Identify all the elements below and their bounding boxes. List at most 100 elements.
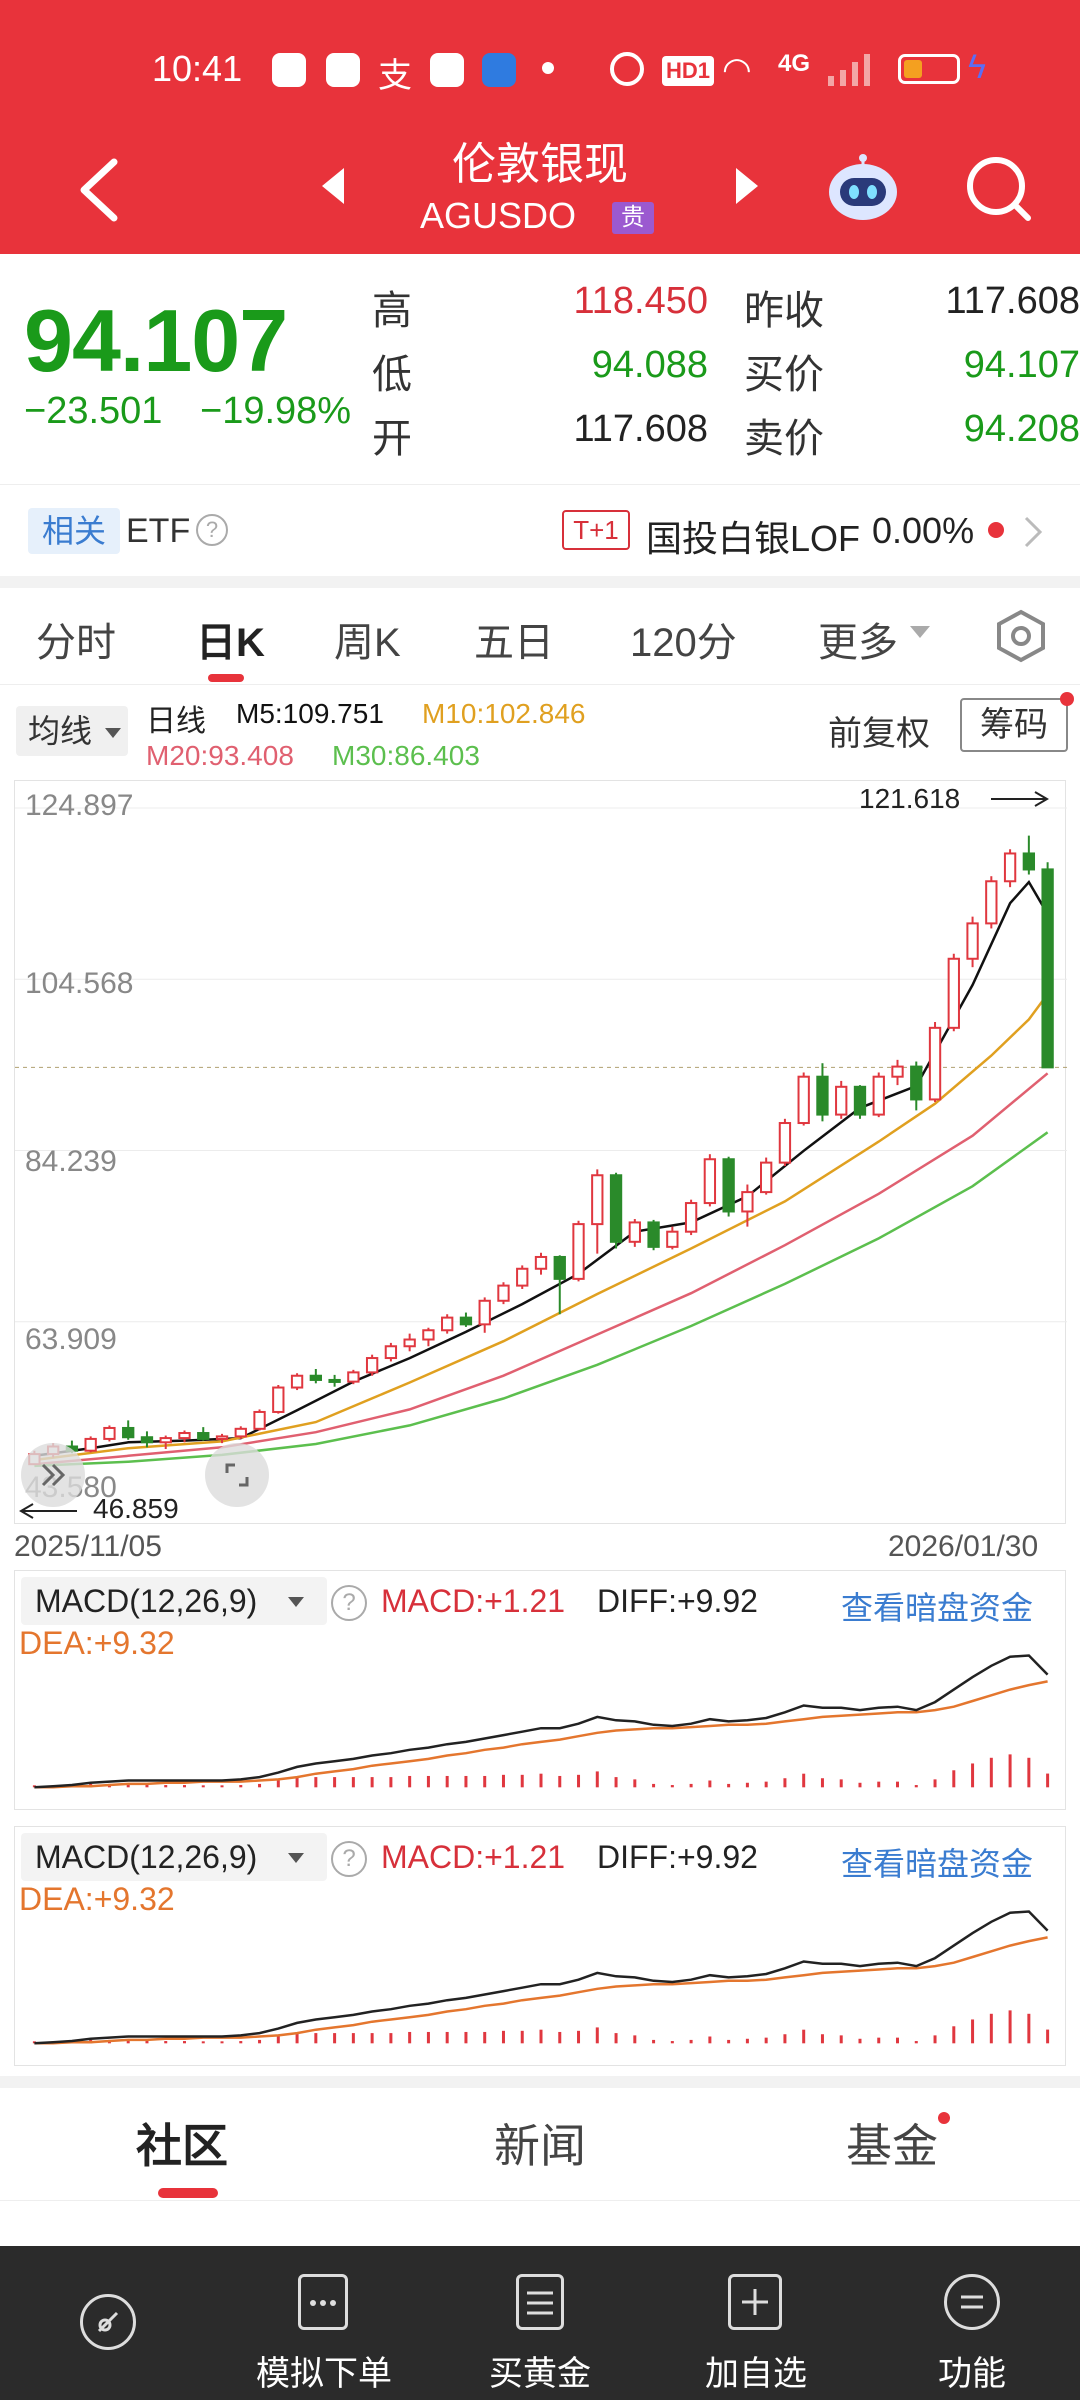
tab-news[interactable]: 新闻 [494, 2120, 586, 2172]
candle-body [572, 1223, 585, 1280]
macd-panel-2[interactable]: MACD(12,26,9) ? MACD:+1.21 DIFF:+9.92 查看… [14, 1826, 1066, 2066]
back-icon[interactable] [70, 150, 130, 235]
next-quote-icon[interactable] [732, 164, 762, 213]
y-tick-4: 63.909 [25, 1323, 117, 1356]
quote-code: AGUSDO [420, 195, 577, 236]
candle-body [891, 1065, 904, 1078]
candle-body [290, 1374, 304, 1389]
prev-close-value: 117.608 [945, 280, 1080, 322]
fullscreen-icon[interactable] [205, 1443, 269, 1507]
adjust-mode[interactable]: 前复权 [828, 715, 930, 753]
quote-header [0, 140, 1080, 254]
settings-hex-icon[interactable] [994, 608, 1048, 669]
add-watchlist-label: 加自选 [705, 2355, 807, 2393]
candle-body [628, 1221, 641, 1243]
tab-120min[interactable]: 120分 [630, 621, 737, 665]
candle-body [347, 1371, 360, 1383]
compass-button[interactable] [0, 2246, 216, 2400]
candle-body [159, 1437, 172, 1444]
bottom-toolbar: 模拟下单 买黄金 加自选 功能 [0, 2246, 1080, 2400]
diff-line [34, 1654, 1049, 1789]
candle-body [84, 1437, 97, 1452]
macd-help-icon-2[interactable]: ? [331, 1841, 367, 1877]
candle-body [441, 1316, 454, 1332]
fund-dot-icon [988, 522, 1004, 538]
chips-button[interactable]: 筹码 [960, 698, 1068, 752]
macd-help-icon-1[interactable]: ? [331, 1585, 367, 1621]
macd-dropdown-icon-2[interactable] [287, 1851, 305, 1870]
low-value: 94.088 [591, 344, 708, 386]
candle-body [1041, 868, 1054, 1069]
last-price: 94.107 [24, 291, 288, 390]
etf-label: ETF [126, 512, 191, 550]
ma10-value: M10:102.846 [422, 698, 586, 729]
related-fund-name[interactable]: 国投白银LOF [646, 518, 861, 559]
y-tick-2: 104.568 [25, 967, 134, 1000]
ma-line-m20 [34, 1072, 1049, 1466]
tab-fund[interactable]: 基金 [846, 2120, 938, 2172]
macd-panel-1[interactable]: MACD(12,26,9) ? MACD:+1.21 DIFF:+9.92 查看… [14, 1570, 1066, 1810]
tab-daily-k[interactable]: 日K [196, 621, 265, 665]
dark-pool-link-2[interactable]: 查看暗盘资金 [841, 1846, 1034, 1882]
precious-metal-tag: 贵 [612, 202, 654, 234]
candle-body [309, 1374, 322, 1381]
kline-chart[interactable]: 124.897 104.568 84.239 63.909 43.580 121… [14, 780, 1067, 1524]
game-notification-icon [430, 53, 464, 87]
candle-body [197, 1432, 210, 1440]
candle-body [928, 1026, 942, 1101]
candle-body [816, 1075, 829, 1116]
buy-gold-button[interactable]: 买黄金 [432, 2246, 648, 2400]
candle-body [534, 1255, 548, 1270]
candle-body [253, 1410, 266, 1430]
scroll-left-icon[interactable] [21, 1443, 85, 1507]
simulate-order-button[interactable]: 模拟下单 [216, 2246, 432, 2400]
candle-body [422, 1329, 435, 1341]
chevron-right-icon[interactable] [1022, 512, 1044, 557]
bid-label: 买价 [744, 353, 824, 397]
macd-title-2: MACD(12,26,9) [35, 1839, 258, 1875]
robot-assistant-icon[interactable] [826, 152, 900, 231]
ask-label: 卖价 [744, 417, 824, 461]
community-tab-indicator [158, 2188, 218, 2198]
candle-body [272, 1386, 285, 1413]
macd-selector-2[interactable] [21, 1833, 327, 1881]
tab-intraday[interactable]: 分时 [36, 621, 116, 665]
candle-body [910, 1065, 923, 1101]
ma-dropdown-icon[interactable] [104, 726, 122, 745]
macd-svg-1 [32, 1654, 1050, 1789]
candle-body [647, 1221, 660, 1248]
high-marker: 121.618 [859, 783, 961, 814]
high-label: 高 [372, 289, 412, 333]
functions-button[interactable]: 功能 [864, 2246, 1080, 2400]
prev-quote-icon[interactable] [318, 164, 348, 213]
chevron-down-icon[interactable] [908, 622, 932, 647]
tab-more[interactable]: 更多 [818, 621, 898, 665]
dea-value-1: DEA:+9.32 [19, 1625, 175, 1661]
candle-body [178, 1432, 191, 1440]
add-watchlist-button[interactable]: 加自选 [648, 2246, 864, 2400]
macd-dropdown-icon-1[interactable] [287, 1595, 305, 1614]
dark-pool-link-1[interactable]: 查看暗盘资金 [841, 1590, 1034, 1626]
low-marker: 46.859 [93, 1493, 179, 1524]
functions-label: 功能 [938, 2355, 1006, 2393]
kline-type: 日线 [146, 705, 206, 738]
tab-community[interactable]: 社区 [136, 2120, 228, 2172]
open-label: 开 [372, 417, 412, 461]
macd-title-1: MACD(12,26,9) [35, 1583, 258, 1619]
wallet-notification-icon [326, 53, 360, 87]
candle-body [122, 1426, 135, 1439]
t1-tag: T+1 [562, 510, 630, 550]
help-icon[interactable]: ? [196, 514, 228, 546]
ma-line-m10 [34, 993, 1049, 1462]
ma-selector-label: 均线 [28, 713, 93, 749]
search-icon[interactable] [962, 152, 1036, 231]
alarm-icon [610, 52, 644, 86]
tab-weekly-k[interactable]: 周K [334, 621, 401, 665]
tab-five-day[interactable]: 五日 [474, 621, 554, 665]
candle-body [459, 1316, 473, 1326]
shield-notification-icon [482, 53, 516, 87]
fund-tab-badge [938, 2112, 950, 2124]
candle-body [853, 1085, 867, 1116]
candle-body [835, 1085, 848, 1116]
macd-selector-1[interactable] [21, 1577, 327, 1625]
